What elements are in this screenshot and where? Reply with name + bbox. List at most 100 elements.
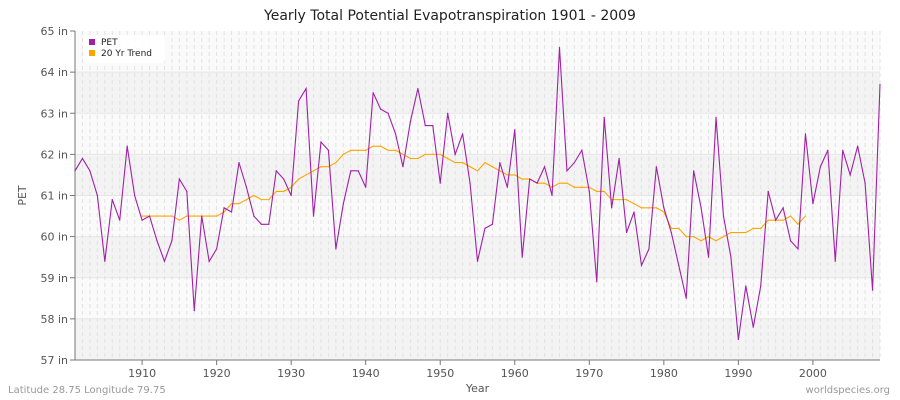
data-point: [722, 236, 725, 238]
x-tick-label: 1940: [352, 367, 380, 380]
data-point: [193, 310, 195, 312]
data-point: [678, 227, 680, 229]
data-point: [573, 162, 575, 164]
data-point: [342, 153, 344, 155]
data-point: [357, 170, 359, 172]
x-tick-label: 1930: [277, 367, 305, 380]
data-point: [96, 194, 98, 197]
data-point: [693, 236, 695, 238]
x-tick-label: 1920: [203, 367, 231, 380]
data-point: [216, 248, 218, 250]
data-point: [707, 236, 710, 238]
data-point: [432, 124, 434, 127]
data-point: [290, 194, 292, 197]
data-point: [186, 215, 188, 217]
data-point: [335, 248, 337, 250]
y-tick-label: 63 in: [40, 107, 68, 120]
data-point: [789, 240, 792, 242]
data-point: [350, 149, 352, 151]
data-point: [208, 215, 210, 217]
data-point: [499, 170, 501, 172]
data-point: [797, 223, 799, 225]
series-line: [142, 145, 806, 242]
y-tick-label: 62 in: [40, 148, 68, 161]
grid-band: [75, 113, 880, 155]
data-point: [603, 190, 605, 192]
data-point: [752, 227, 754, 229]
data-point: [536, 182, 538, 184]
data-point: [238, 162, 240, 164]
data-point: [283, 178, 285, 180]
data-point: [89, 170, 91, 172]
data-point: [625, 231, 628, 234]
y-tick-label: 64 in: [40, 66, 68, 79]
data-point: [394, 149, 397, 151]
y-tick-label: 65 in: [40, 25, 68, 38]
data-point: [640, 207, 643, 209]
data-point: [365, 186, 367, 188]
data-point: [588, 190, 590, 192]
grid-band: [75, 72, 880, 114]
data-point: [111, 199, 113, 201]
y-tick-label: 61 in: [40, 190, 68, 203]
data-point: [715, 116, 717, 118]
data-point: [715, 240, 717, 242]
data-point: [380, 145, 382, 147]
x-tick-label: 1960: [501, 367, 529, 380]
data-point: [223, 207, 225, 209]
data-point: [342, 203, 344, 205]
data-point: [782, 219, 784, 221]
legend-box: [83, 35, 165, 63]
data-point: [439, 182, 441, 184]
data-point: [163, 215, 166, 217]
data-point: [849, 174, 851, 176]
data-point: [424, 153, 426, 155]
data-point: [543, 182, 546, 184]
data-point: [156, 240, 158, 242]
y-axis-label: PET: [16, 185, 29, 206]
data-point: [521, 256, 523, 258]
data-point: [178, 178, 180, 180]
data-point: [737, 231, 739, 234]
data-point: [760, 227, 762, 229]
data-point: [283, 190, 285, 192]
data-point: [119, 219, 121, 221]
data-point: [752, 326, 754, 328]
data-point: [685, 236, 687, 238]
data-point: [372, 92, 374, 94]
x-tick-label: 1990: [724, 367, 752, 380]
data-point: [432, 153, 434, 155]
data-point: [655, 207, 657, 209]
series-pet: [74, 46, 881, 341]
data-point: [238, 203, 240, 205]
data-point: [558, 182, 561, 184]
data-point: [476, 260, 479, 262]
data-point: [171, 215, 173, 217]
data-point: [663, 211, 665, 213]
data-point: [700, 207, 702, 209]
data-point: [380, 108, 382, 110]
y-tick-label: 58 in: [40, 313, 68, 326]
data-point: [566, 170, 568, 172]
data-point: [670, 231, 672, 234]
data-point: [827, 149, 829, 151]
data-point: [819, 166, 821, 168]
data-point: [387, 112, 389, 114]
data-point: [573, 186, 575, 188]
data-point: [275, 190, 277, 192]
data-point: [350, 170, 352, 172]
site-label: worldspecies.org: [805, 385, 890, 396]
data-point: [633, 211, 635, 213]
data-point: [611, 207, 613, 209]
data-point: [476, 170, 479, 172]
data-point: [409, 157, 412, 160]
x-axis-label: Year: [465, 382, 490, 395]
data-point: [469, 166, 471, 168]
data-point: [566, 182, 568, 184]
data-point: [789, 215, 792, 217]
location-label: Latitude 28.75 Longitude 79.75: [8, 385, 166, 396]
data-point: [529, 178, 531, 180]
data-point: [402, 153, 404, 155]
